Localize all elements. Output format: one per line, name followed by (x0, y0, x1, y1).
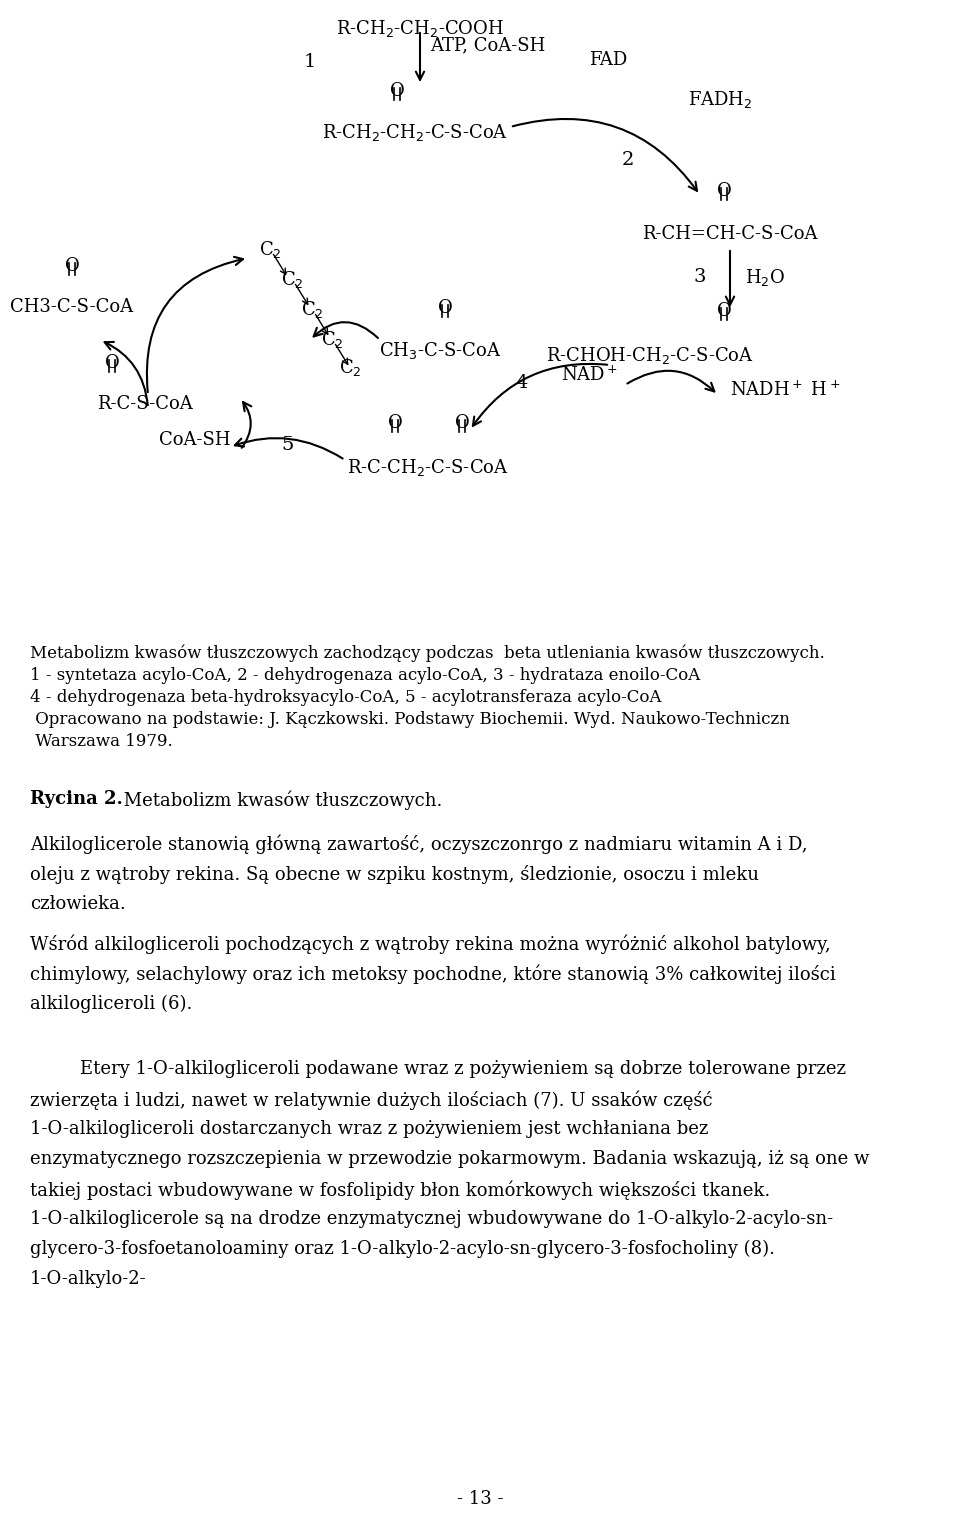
Text: Metabolizm kwasów tłuszczowych.: Metabolizm kwasów tłuszczowych. (118, 789, 443, 809)
Text: CoA-SH: CoA-SH (159, 431, 230, 449)
Text: 2: 2 (622, 150, 635, 168)
Text: 1-O-alkiloglicerole są na drodze enzymatycznej wbudowywane do 1-O-alkylo-2-acylo: 1-O-alkiloglicerole są na drodze enzymat… (30, 1210, 833, 1228)
Text: O: O (390, 82, 404, 100)
Text: C$_2$: C$_2$ (258, 240, 281, 261)
Text: O: O (716, 182, 732, 200)
Text: H$_2$O: H$_2$O (745, 267, 785, 287)
Text: O: O (716, 302, 732, 320)
Text: oleju z wątroby rekina. Są obecne w szpiku kostnym, śledzionie, osoczu i mleku: oleju z wątroby rekina. Są obecne w szpi… (30, 865, 759, 883)
Text: Warszawa 1979.: Warszawa 1979. (30, 733, 173, 750)
Text: 1-O-alkylo-2-: 1-O-alkylo-2- (30, 1271, 147, 1287)
Text: 5: 5 (282, 436, 294, 454)
Text: NADH$^+$ H$^+$: NADH$^+$ H$^+$ (730, 381, 840, 399)
Text: zwierzęta i ludzi, nawet w relatywnie dużych ilościach (7). U ssaków część: zwierzęta i ludzi, nawet w relatywnie du… (30, 1090, 712, 1110)
Text: NAD$^+$: NAD$^+$ (562, 366, 618, 384)
Text: człowieka.: człowieka. (30, 896, 126, 912)
Text: FADH$_2$: FADH$_2$ (688, 90, 753, 111)
Text: C$_2$: C$_2$ (339, 358, 361, 378)
Text: Metabolizm kwasów tłuszczowych zachodzący podczas  beta utleniania kwasów tłuszc: Metabolizm kwasów tłuszczowych zachodząc… (30, 645, 825, 662)
Text: alkilogliceroli (6).: alkilogliceroli (6). (30, 994, 192, 1013)
Text: FAD: FAD (588, 52, 627, 68)
Text: CH3-C-S-CoA: CH3-C-S-CoA (11, 298, 133, 316)
Text: 4 - dehydrogenaza beta-hydroksyacylo-CoA, 5 - acylotransferaza acylo-CoA: 4 - dehydrogenaza beta-hydroksyacylo-CoA… (30, 689, 661, 706)
Text: C$_2$: C$_2$ (321, 329, 344, 351)
Text: O: O (388, 414, 402, 433)
Text: ATP, CoA-SH: ATP, CoA-SH (430, 36, 545, 55)
Text: Etery 1-O-alkilogliceroli podawane wraz z pożywieniem są dobrze tolerowane przez: Etery 1-O-alkilogliceroli podawane wraz … (80, 1060, 846, 1078)
Text: O: O (105, 354, 119, 372)
Text: 3: 3 (694, 269, 707, 285)
Text: Alkiloglicerole stanowią główną zawartość, oczyszczonrgo z nadmiaru witamin A i : Alkiloglicerole stanowią główną zawartoś… (30, 835, 807, 855)
Text: C$_2$: C$_2$ (280, 270, 303, 290)
Text: 1: 1 (303, 53, 316, 71)
Text: Wśród alkilogliceroli pochodzących z wątroby rekina można wyróżnić alkohol batyl: Wśród alkilogliceroli pochodzących z wąt… (30, 935, 830, 955)
Text: Opracowano na podstawie: J. Kączkowski. Podstawy Biochemii. Wyd. Naukowo-Technic: Opracowano na podstawie: J. Kączkowski. … (30, 710, 790, 729)
Text: - 13 -: - 13 - (457, 1491, 503, 1507)
Text: C$_2$: C$_2$ (300, 299, 324, 320)
Text: R-CHOH-CH$_2$-C-S-CoA: R-CHOH-CH$_2$-C-S-CoA (546, 345, 754, 366)
Text: glycero-3-fosfoetanoloaminy oraz 1-O-alkylo-2-acylo-​sn-glycero-3-fosfocholiny (: glycero-3-fosfoetanoloaminy oraz 1-O-alk… (30, 1240, 775, 1258)
Text: R-CH$_2$-CH$_2$-C-S-CoA: R-CH$_2$-CH$_2$-C-S-CoA (322, 121, 508, 143)
Text: CH$_3$-C-S-CoA: CH$_3$-C-S-CoA (379, 340, 501, 361)
Text: O: O (438, 299, 452, 317)
Text: R-CH=CH-C-S-CoA: R-CH=CH-C-S-CoA (642, 225, 818, 243)
Text: O: O (455, 414, 469, 433)
Text: 4: 4 (516, 373, 528, 392)
Text: R-C-S-CoA: R-C-S-CoA (97, 395, 193, 413)
Text: Rycina 2.: Rycina 2. (30, 789, 123, 808)
Text: R-C-CH$_2$-C-S-CoA: R-C-CH$_2$-C-S-CoA (348, 457, 509, 478)
Text: R-CH$_2$-CH$_2$-COOH: R-CH$_2$-CH$_2$-COOH (336, 18, 504, 39)
Text: 1 - syntetaza acylo-CoA, 2 - dehydrogenaza acylo-CoA, 3 - hydrataza enoilo-CoA: 1 - syntetaza acylo-CoA, 2 - dehydrogena… (30, 666, 700, 685)
Text: O: O (64, 257, 80, 275)
Text: 1-O-alkilogliceroli dostarczanych wraz z pożywieniem jest wchłaniana bez: 1-O-alkilogliceroli dostarczanych wraz z… (30, 1120, 708, 1138)
Text: chimylowy, selachylowy oraz ich metoksy pochodne, które stanowią 3% całkowitej i: chimylowy, selachylowy oraz ich metoksy … (30, 965, 836, 985)
Text: takiej postaci wbudowywane w fosfolipidy błon komórkowych większości tkanek.: takiej postaci wbudowywane w fosfolipidy… (30, 1179, 770, 1199)
Text: enzymatycznego rozszczepienia w przewodzie pokarmowym. Badania wskazują, iż są o: enzymatycznego rozszczepienia w przewodz… (30, 1151, 870, 1167)
